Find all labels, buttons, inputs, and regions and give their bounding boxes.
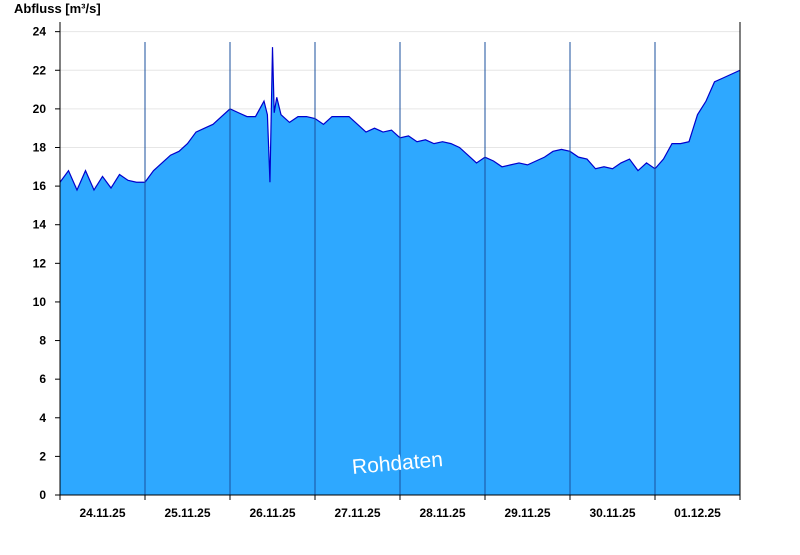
y-tick-label: 20: [33, 102, 47, 116]
x-tick-label: 24.11.25: [79, 506, 125, 520]
y-tick-label: 8: [39, 334, 46, 348]
x-tick-label: 28.11.25: [419, 506, 465, 520]
y-tick-label: 18: [33, 140, 47, 154]
y-tick-label: 24: [33, 25, 47, 39]
y-tick-label: 2: [39, 449, 46, 463]
x-tick-label: 27.11.25: [334, 506, 380, 520]
y-tick-label: 14: [33, 218, 47, 232]
y-tick-label: 4: [39, 411, 46, 425]
axes: [55, 22, 741, 500]
y-tick-label: 22: [33, 63, 47, 77]
y-tick-label: 16: [33, 179, 47, 193]
day-dividers: [144, 42, 656, 495]
y-axis-label: Abfluss [m³/s]: [14, 1, 101, 16]
series-line: [59, 47, 741, 192]
y-tick-label: 10: [33, 295, 47, 309]
x-tick-label: 26.11.25: [249, 506, 295, 520]
y-tick-label: 6: [39, 372, 46, 386]
x-tick-label: 01.12.25: [674, 506, 721, 520]
y-tick-label: 0: [39, 488, 46, 502]
x-tick-label: 30.11.25: [589, 506, 635, 520]
y-tick-label: 12: [33, 256, 47, 270]
x-tick-label: 29.11.25: [504, 506, 550, 520]
x-tick-label: 25.11.25: [164, 506, 210, 520]
